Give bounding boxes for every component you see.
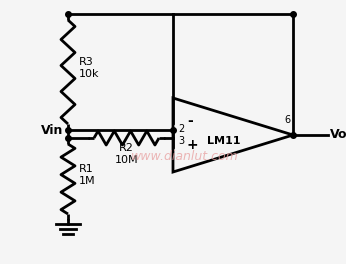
Text: R1
1M: R1 1M xyxy=(79,164,95,186)
Text: Vin: Vin xyxy=(40,124,63,136)
Text: Vout: Vout xyxy=(330,129,346,142)
Text: +: + xyxy=(187,138,199,152)
Text: 6: 6 xyxy=(284,115,290,125)
Text: 3: 3 xyxy=(178,136,184,146)
Text: -: - xyxy=(187,114,193,128)
Text: LM11: LM11 xyxy=(207,136,240,146)
Text: R3
10k: R3 10k xyxy=(79,57,100,79)
Text: 2: 2 xyxy=(178,124,184,134)
Text: R2
10M: R2 10M xyxy=(115,143,138,165)
Text: www.dianlut.com: www.dianlut.com xyxy=(131,149,239,163)
